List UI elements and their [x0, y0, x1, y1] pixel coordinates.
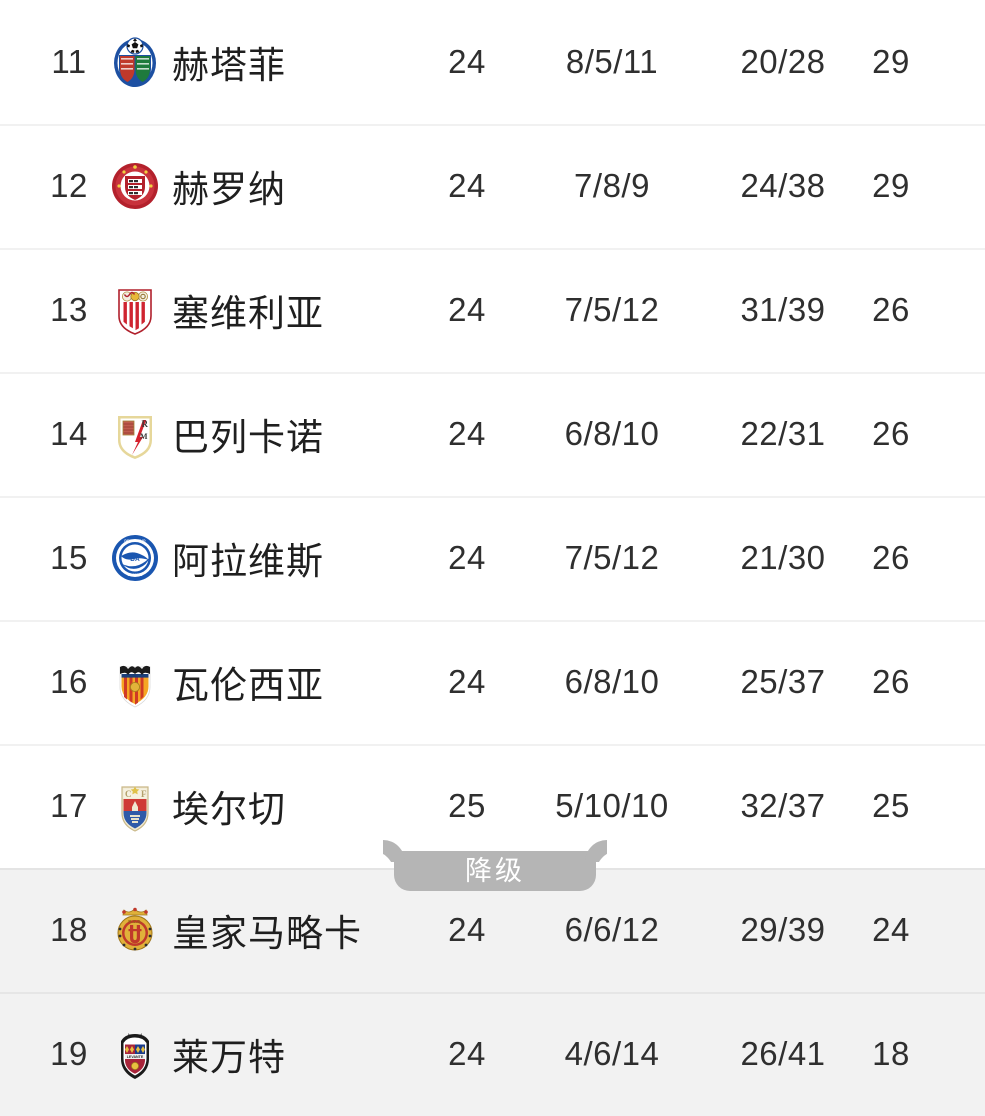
team-name: 巴列卡诺 [172, 416, 324, 459]
points-cell: 26 [872, 539, 910, 576]
rank-cell: 16 [50, 663, 88, 700]
matches-played-cell: 24 [448, 663, 486, 700]
svg-text:DEPORTIVO: DEPORTIVO [124, 539, 145, 543]
team-name: 埃尔切 [172, 788, 286, 831]
team-name: 赫罗纳 [172, 168, 286, 211]
team-name: 赫塔菲 [172, 44, 286, 87]
rank-cell: 11 [51, 43, 87, 80]
win-draw-loss-cell: 8/5/11 [565, 43, 659, 80]
row-divider [0, 124, 985, 126]
rank-cell: 18 [50, 911, 88, 948]
team-name: 塞维利亚 [172, 292, 324, 335]
row-divider [0, 992, 985, 994]
points-cell: 29 [872, 43, 910, 80]
table-row[interactable]: 15 DA DEPORTIVO ALAVES 阿拉维斯 24 7/5/12 21… [0, 496, 985, 620]
matches-played-cell: 25 [448, 787, 486, 824]
alaves-crest-icon: DA DEPORTIVO ALAVES [104, 496, 166, 620]
rank-cell: 12 [50, 167, 88, 204]
relegation-zone-tab: 降级 [394, 851, 596, 891]
goals-for-against-cell: 31/39 [740, 291, 826, 328]
points-cell: 25 [872, 787, 910, 824]
team-name: 瓦伦西亚 [172, 664, 324, 707]
valencia-crest-icon [104, 620, 166, 744]
matches-played-cell: 24 [448, 43, 486, 80]
row-divider [0, 620, 985, 622]
win-draw-loss-cell: 6/8/10 [564, 415, 660, 452]
rank-cell: 13 [50, 291, 88, 328]
points-cell: 26 [872, 291, 910, 328]
table-row[interactable]: 17 C F 埃尔切 25 [0, 744, 985, 868]
row-divider [0, 248, 985, 250]
rank-cell: 19 [50, 1035, 88, 1072]
sevilla-crest-icon [104, 248, 166, 372]
team-name: 皇家马略卡 [172, 912, 362, 955]
rayo-vallecano-crest-icon: R M [104, 372, 166, 496]
team-name: 莱万特 [172, 1036, 286, 1079]
row-divider [0, 372, 985, 374]
goals-for-against-cell: 32/37 [740, 787, 826, 824]
matches-played-cell: 24 [448, 539, 486, 576]
table-row[interactable]: 14 R M 巴列卡诺 [0, 372, 985, 496]
svg-text:LEVANTE: LEVANTE [127, 1055, 144, 1059]
win-draw-loss-cell: 6/8/10 [564, 663, 660, 700]
svg-text:ALAVES: ALAVES [128, 573, 143, 577]
row-divider [0, 496, 985, 498]
win-draw-loss-cell: 7/8/9 [574, 167, 650, 204]
table-row[interactable]: 11 [0, 0, 985, 124]
svg-text:C: C [125, 789, 132, 799]
rank-cell: 15 [50, 539, 88, 576]
rank-cell: 17 [50, 787, 88, 824]
goals-for-against-cell: 21/30 [740, 539, 826, 576]
matches-played-cell: 24 [448, 167, 486, 204]
svg-text:R: R [142, 419, 149, 429]
svg-text:R.C.D.: R.C.D. [128, 919, 142, 924]
getafe-crest-icon [104, 0, 166, 124]
svg-text:M: M [140, 432, 148, 441]
svg-text:DA: DA [130, 556, 140, 563]
svg-text:F: F [141, 789, 147, 799]
matches-played-cell: 24 [448, 291, 486, 328]
team-name: 阿拉维斯 [172, 540, 324, 583]
girona-crest-icon [104, 124, 166, 248]
win-draw-loss-cell: 5/10/10 [555, 787, 669, 824]
points-cell: 26 [872, 415, 910, 452]
win-draw-loss-cell: 7/5/12 [564, 539, 660, 576]
row-divider [0, 744, 985, 746]
points-cell: 29 [872, 167, 910, 204]
goals-for-against-cell: 25/37 [740, 663, 826, 700]
win-draw-loss-cell: 4/6/14 [564, 1035, 660, 1072]
win-draw-loss-cell: 7/5/12 [564, 291, 660, 328]
matches-played-cell: 24 [448, 1035, 486, 1072]
elche-crest-icon: C F [104, 744, 166, 868]
mallorca-crest-icon: R.C.D. [104, 868, 166, 992]
table-row[interactable]: 13 塞维利亚 [0, 248, 985, 372]
goals-for-against-cell: 24/38 [740, 167, 826, 204]
matches-played-cell: 24 [448, 911, 486, 948]
matches-played-cell: 24 [448, 415, 486, 452]
goals-for-against-cell: 22/31 [740, 415, 826, 452]
goals-for-against-cell: 20/28 [740, 43, 826, 80]
levante-crest-icon: LEVANTE [104, 992, 166, 1116]
points-cell: 24 [872, 911, 910, 948]
table-row[interactable]: 16 瓦伦西亚 24 6/8/10 25/37 26 [0, 620, 985, 744]
table-row[interactable]: 12 [0, 124, 985, 248]
table-row[interactable]: 19 LEVANTE [0, 992, 985, 1116]
goals-for-against-cell: 29/39 [740, 911, 826, 948]
points-cell: 26 [872, 663, 910, 700]
rank-cell: 14 [50, 415, 88, 452]
win-draw-loss-cell: 6/6/12 [564, 911, 660, 948]
relegation-zone-label: 降级 [465, 855, 525, 887]
points-cell: 18 [872, 1035, 910, 1072]
goals-for-against-cell: 26/41 [740, 1035, 826, 1072]
